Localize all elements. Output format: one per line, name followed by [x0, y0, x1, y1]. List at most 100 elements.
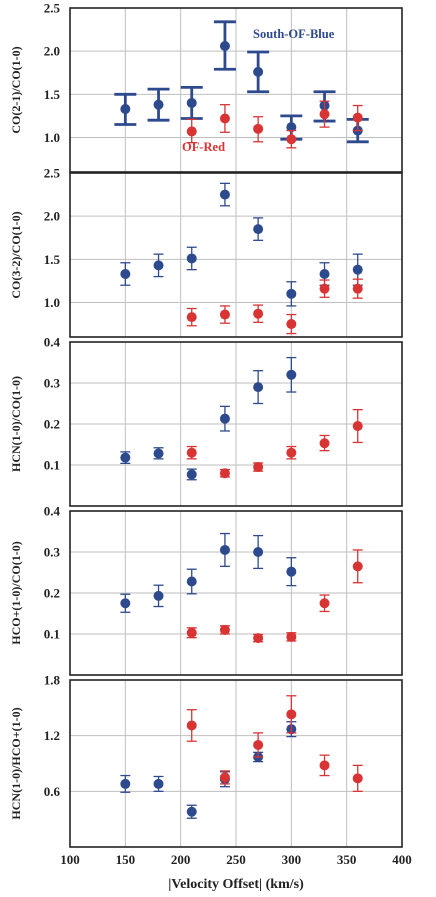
x-tick-label: 100 [60, 852, 80, 867]
y-tick-label: 0.1 [44, 627, 60, 642]
data-point [186, 627, 197, 638]
y-tick-label: 0.4 [44, 504, 61, 519]
series-red [186, 408, 363, 479]
data-point [352, 283, 363, 294]
data-point [153, 590, 164, 601]
annotation-blue: South-OF-Blue [253, 27, 335, 41]
data-point [120, 268, 131, 279]
data-point [286, 122, 297, 133]
data-point [352, 112, 363, 123]
x-axis: 100 150 200 250 300 350 400 [60, 852, 412, 867]
data-point [186, 469, 197, 480]
data-point [253, 224, 264, 235]
data-point [253, 308, 264, 319]
annotation-red: OF-Red [182, 140, 225, 154]
y-tick-label: 2.0 [44, 209, 60, 224]
y-tick-label: 1.2 [44, 728, 60, 743]
data-point [153, 99, 164, 110]
data-point [352, 561, 363, 572]
y-tick-label: 1.0 [44, 295, 60, 310]
data-point [219, 113, 230, 124]
data-point [253, 123, 264, 134]
panel-1: 1.0 1.5 2.0 2.5 CO(2-1)/CO(1-0) South-OF-Blue… [9, 1, 403, 173]
y-tick-label: 1.5 [44, 87, 61, 102]
series-blue [120, 721, 297, 819]
data-point [219, 40, 230, 51]
panels-group: 1.0 1.5 2.0 2.5 CO(2-1)/CO(1-0) South-OF-Blue… [9, 1, 403, 848]
data-point [286, 631, 297, 642]
data-point [253, 382, 264, 393]
data-point [219, 468, 230, 479]
data-point [253, 739, 264, 750]
data-point [253, 462, 264, 473]
data-point [153, 778, 164, 789]
data-point [120, 103, 131, 114]
data-point [286, 369, 297, 380]
y-tick-label: 2.5 [44, 1, 61, 16]
panel-frame [69, 510, 403, 676]
data-point [186, 312, 197, 323]
data-point [319, 283, 330, 294]
data-point [286, 288, 297, 299]
data-point [319, 760, 330, 771]
data-point [352, 421, 363, 432]
data-point [186, 720, 197, 731]
y-tick-label: 0.2 [44, 417, 60, 432]
data-point [186, 126, 197, 137]
data-point [319, 109, 330, 120]
data-point [153, 260, 164, 271]
x-axis-label: |Velocity Offset| (km/s) [168, 877, 304, 892]
panel-frame [69, 172, 403, 338]
data-point [253, 547, 264, 557]
y-axis-label: CO(2-1)/CO(1-0) [9, 46, 23, 133]
y-tick-label: 1.5 [44, 252, 61, 267]
data-point [219, 189, 230, 200]
panel-frame [69, 341, 403, 507]
panel-2: 1.0 1.5 2.0 2.5 CO(3-2)/CO(1-0) [9, 166, 403, 338]
data-point [286, 134, 297, 145]
x-tick-label: 200 [171, 852, 191, 867]
y-tick-label: 0.2 [44, 586, 60, 601]
y-axis-label: HCN(1-0)/HCO+(1-0) [9, 707, 23, 819]
series-blue [120, 356, 297, 481]
series-blue [120, 532, 297, 613]
data-point [319, 598, 330, 609]
panel-frame [69, 7, 403, 173]
x-tick-label: 150 [116, 852, 136, 867]
data-point [319, 438, 330, 449]
series-red [186, 278, 363, 335]
data-point [219, 624, 230, 635]
data-point [253, 66, 264, 77]
y-tick-label: 2.5 [44, 166, 61, 181]
x-tick-label: 300 [282, 852, 302, 867]
data-point [219, 544, 230, 555]
data-point [286, 709, 297, 720]
data-point [219, 309, 230, 320]
panel-4: 0.1 0.2 0.3 0.4 HCO+(1-0)/CO(1-0) [9, 504, 403, 676]
data-point [253, 633, 264, 644]
y-axis-label: HCO+(1-0)/CO(1-0) [9, 541, 23, 644]
x-tick-label: 250 [226, 852, 246, 867]
series-red [186, 100, 363, 149]
x-tick-label: 400 [392, 852, 412, 867]
data-point [186, 253, 197, 264]
y-axis-label: HCN(1-0)/CO(1-0) [9, 376, 23, 472]
y-tick-label: 0.6 [44, 784, 61, 799]
data-point [286, 566, 297, 577]
y-tick-label: 0.4 [44, 335, 61, 350]
data-point [352, 773, 363, 784]
data-point [120, 452, 131, 463]
data-point [120, 778, 131, 789]
data-point [153, 448, 164, 459]
y-tick-label: 0.3 [44, 545, 61, 560]
data-point [186, 806, 197, 817]
data-point [352, 264, 363, 275]
y-tick-label: 1.0 [44, 130, 60, 145]
data-point [186, 97, 197, 108]
panel-5: 0.6 1.2 1.8 HCN(1-0)/HCO+(1-0) [9, 673, 403, 848]
panel-frame [69, 679, 403, 848]
data-point [219, 772, 230, 783]
data-point [286, 319, 297, 330]
x-tick-label: 350 [337, 852, 357, 867]
